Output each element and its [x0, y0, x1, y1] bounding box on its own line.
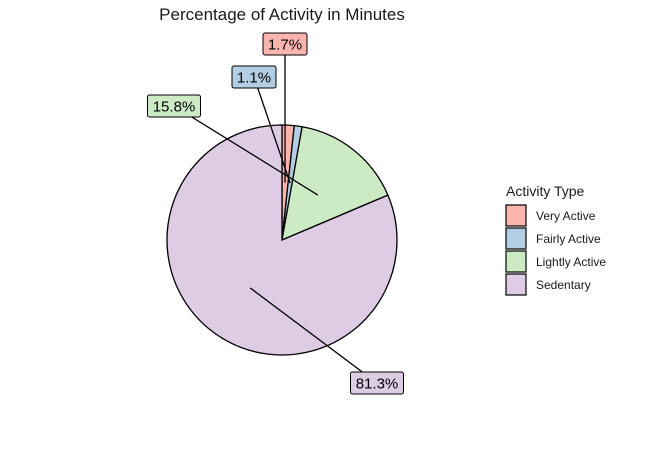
slice-label-text: 1.1% — [237, 70, 271, 87]
chart-title: Percentage of Activity in Minutes — [159, 5, 405, 24]
pie-slice-lightly-active — [281, 126, 389, 242]
pie-slices — [166, 124, 398, 356]
slice-callouts: 1.7% 1.1% 15.8% 81.3% — [147, 32, 404, 395]
leader-line — [253, 76, 291, 184]
legend-swatch — [505, 227, 527, 250]
slice-label-box — [262, 32, 308, 56]
legend-title: Activity Type — [506, 183, 585, 199]
slice-label-box — [350, 371, 404, 395]
legend-swatch — [505, 273, 527, 296]
slice-label-box — [231, 65, 277, 89]
slice-label: 15.8% — [147, 94, 201, 118]
legend-label: Lightly Active — [536, 255, 606, 269]
slice-label: 1.7% — [262, 32, 308, 56]
slice-label-text: 81.3% — [356, 376, 399, 393]
leader-line — [173, 105, 319, 196]
slice-label-text: 1.7% — [268, 37, 302, 54]
legend-label: Fairly Active — [536, 232, 601, 246]
legend-label: Very Active — [536, 209, 596, 223]
legend-swatch — [505, 250, 527, 273]
legend: Activity Type Very Active Fairly Active Li… — [505, 183, 606, 296]
slice-label: 1.1% — [231, 65, 277, 89]
slice-label-box — [147, 94, 201, 118]
legend-swatch — [505, 204, 527, 227]
legend-label: Sedentary — [536, 278, 591, 292]
pie-slice-sedentary — [166, 124, 398, 356]
slice-label: 81.3% — [350, 371, 404, 395]
leader-line — [249, 287, 378, 384]
slice-label-text: 15.8% — [153, 99, 196, 116]
